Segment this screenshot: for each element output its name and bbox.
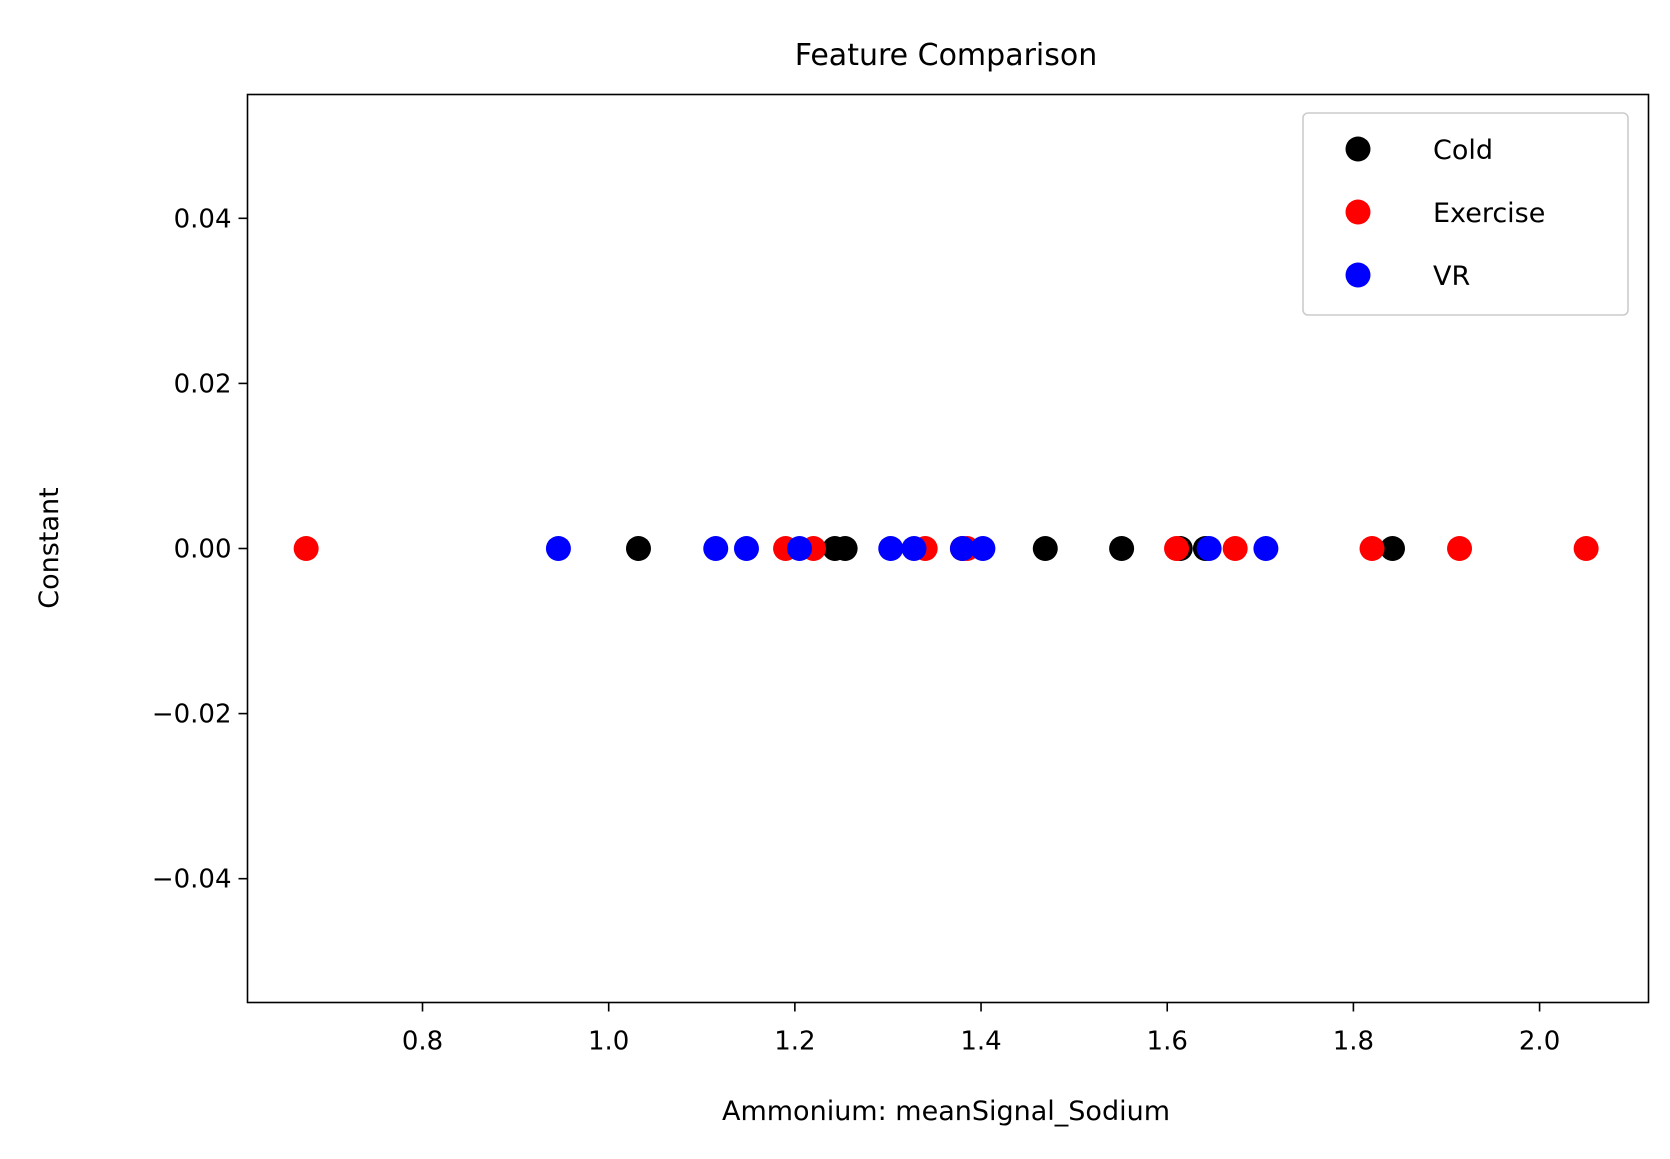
point-vr [703,536,729,561]
y-tick-label: −0.04 [152,865,232,895]
point-vr [1196,536,1222,561]
point-vr [545,536,571,561]
point-exercise [1573,536,1599,561]
y-axis-label: Constant [34,487,65,608]
x-tick-label: 1.2 [774,1027,815,1057]
x-axis-ticks: 0.8 1.0 1.2 1.4 1.6 1.8 2.0 [402,1002,1560,1057]
point-exercise [1222,536,1248,561]
point-cold [625,536,651,561]
chart-title: Feature Comparison [795,38,1098,73]
legend-items: Cold Exercise VR [1345,135,1545,292]
y-axis-ticks: 0.04 0.02 0.00 −0.02 −0.04 [152,204,248,895]
x-tick-label: 1.6 [1147,1027,1188,1057]
point-exercise [1359,536,1385,561]
point-vr [733,536,759,561]
point-cold [1032,536,1058,561]
point-vr [901,536,927,561]
x-axis-label: Ammonium: meanSignal_Sodium [722,1096,1170,1127]
y-tick-label: −0.02 [152,700,232,730]
point-vr [949,536,975,561]
point-cold [1109,536,1135,561]
point-exercise [293,536,319,561]
point-exercise [1447,536,1473,561]
x-tick-label: 0.8 [402,1027,443,1057]
legend-marker-vr [1345,262,1371,288]
legend-label-vr: VR [1433,261,1470,292]
legend-label-cold: Cold [1433,135,1493,166]
y-tick-label: 0.04 [174,204,232,234]
point-vr [878,536,904,561]
y-tick-label: 0.02 [174,369,232,399]
x-tick-label: 1.4 [960,1027,1001,1057]
x-tick-label: 2.0 [1519,1027,1560,1057]
point-vr [1253,536,1279,561]
point-cold [832,536,858,561]
x-tick-label: 1.8 [1333,1027,1374,1057]
plot-marks [293,536,1599,561]
legend-marker-exercise [1345,199,1371,225]
legend-box [1302,112,1629,316]
x-tick-label: 1.0 [588,1027,629,1057]
legend-label-exercise: Exercise [1433,198,1545,229]
legend: Cold Exercise VR [1302,112,1629,316]
point-exercise [1164,536,1190,561]
point-cold [1380,536,1406,561]
y-tick-label: 0.00 [174,535,232,565]
legend-marker-cold [1345,136,1371,162]
point-vr [970,536,996,561]
point-vr [787,536,813,561]
